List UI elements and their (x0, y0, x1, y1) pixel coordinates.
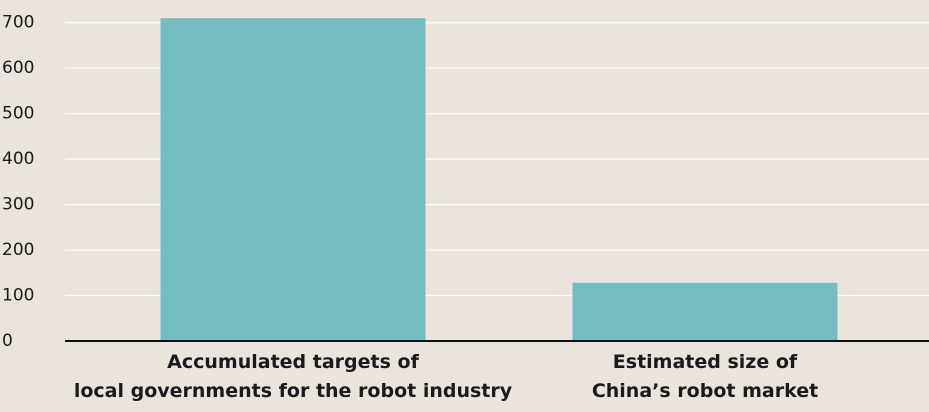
y-tick-label: 0 (2, 331, 13, 351)
y-tick-label: 300 (2, 195, 34, 215)
bar (572, 282, 838, 341)
x-tick-label: Accumulated targets of local governments … (74, 351, 513, 402)
y-tick-label: 100 (2, 286, 34, 306)
y-tick-label: 500 (2, 104, 34, 124)
y-tick-label: 200 (2, 240, 34, 260)
y-tick-label: 400 (2, 149, 34, 169)
bar (160, 18, 426, 341)
x-tick-label: Estimated size of China’s robot market (592, 351, 818, 402)
y-tick-label: 700 (2, 13, 34, 33)
y-tick-label: 600 (2, 58, 34, 78)
